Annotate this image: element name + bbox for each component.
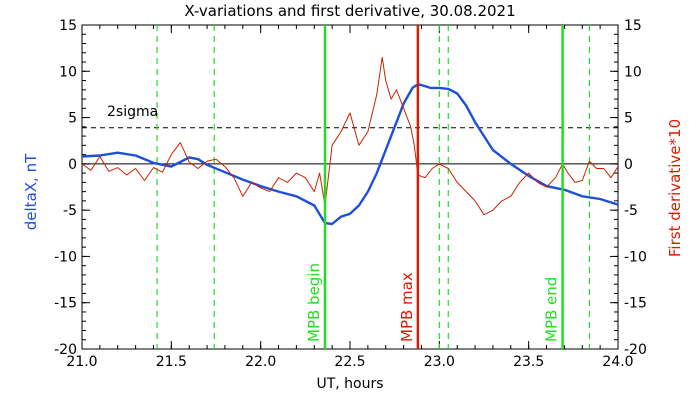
x-tick-label: 22.0 bbox=[245, 354, 276, 370]
y-tick-label-right: 10 bbox=[624, 64, 642, 80]
event-label: MPB max bbox=[398, 272, 416, 342]
y-tick-label-left: -5 bbox=[63, 203, 77, 219]
y-tick-label-right: 0 bbox=[624, 157, 633, 173]
x-tick-label: 24.0 bbox=[602, 354, 633, 370]
y-tick-label-left: -15 bbox=[54, 296, 77, 312]
x-tick-label: 21.0 bbox=[66, 354, 97, 370]
x-tick-label: 21.5 bbox=[156, 354, 187, 370]
y-tick-label-right: 5 bbox=[624, 111, 633, 127]
y-tick-label-left: -10 bbox=[54, 249, 77, 265]
y-tick-label-right: -5 bbox=[624, 203, 638, 219]
event-label: MPB begin bbox=[305, 263, 323, 342]
y-axis-label-left: deltaX, nT bbox=[22, 153, 40, 230]
y-tick-label-right: -10 bbox=[624, 249, 647, 265]
chart-title: X-variations and first derivative, 30.08… bbox=[184, 2, 515, 20]
series-derivative-line bbox=[81, 56, 619, 216]
x-axis-label: UT, hours bbox=[316, 376, 383, 392]
y-tick-label-left: -20 bbox=[54, 342, 77, 358]
threshold-label: 2sigma bbox=[107, 104, 158, 120]
x-tick-label: 22.5 bbox=[334, 354, 365, 370]
y-tick-label-left: 5 bbox=[68, 111, 77, 127]
y-tick-label-left: 10 bbox=[59, 64, 77, 80]
y-axis-label-right: First derivative*10 bbox=[666, 119, 684, 257]
series-deltaX-line bbox=[81, 82, 619, 226]
y-tick-label-left: 15 bbox=[59, 18, 77, 34]
y-tick-label-right: -20 bbox=[624, 342, 647, 358]
y-tick-label-left: 0 bbox=[68, 157, 77, 173]
plot-frame bbox=[81, 24, 619, 350]
x-tick-label: 23.0 bbox=[424, 354, 455, 370]
y-tick-label-right: 15 bbox=[624, 18, 642, 34]
event-label: MPB end bbox=[543, 277, 561, 342]
x-tick-label: 23.5 bbox=[513, 354, 544, 370]
y-tick-label-right: -15 bbox=[624, 296, 647, 312]
